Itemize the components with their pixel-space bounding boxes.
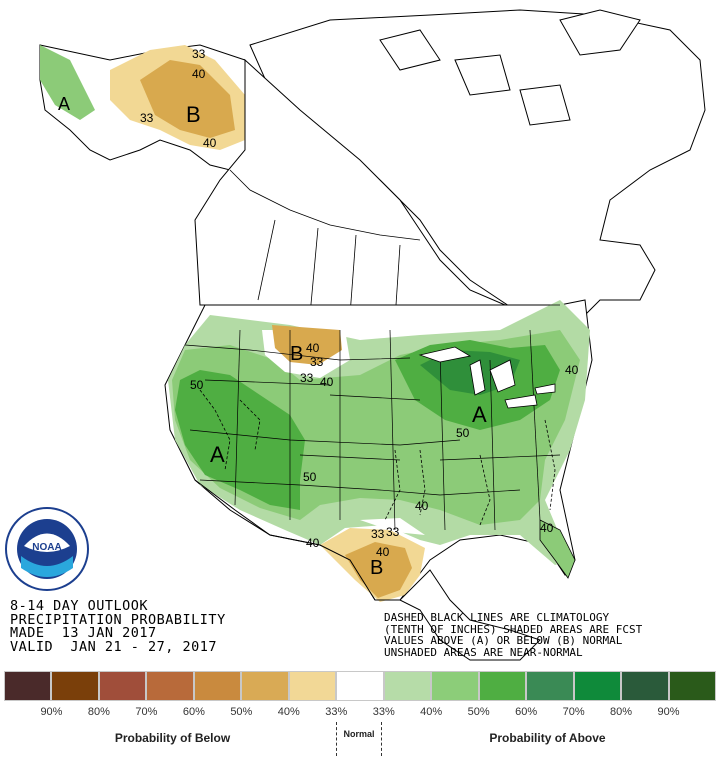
legend-percent: 50%: [230, 706, 253, 718]
legend-percent: 90%: [40, 706, 63, 718]
legend-percent: 80%: [87, 706, 110, 718]
legend-swatches: [4, 671, 717, 703]
legend-swatch: [51, 671, 99, 701]
legend-swatch: [668, 671, 717, 701]
legend-swatch: [4, 671, 52, 701]
label-alaska-40-bottom: 40: [203, 136, 217, 150]
legend-above-label: Probability of Above: [489, 731, 606, 745]
label-montana-33b: 33: [300, 371, 314, 385]
outlook-map: 33 40 B 33 40 A 40 B 33 33 40 50 A 50 A …: [39, 9, 706, 661]
legend-percent: 40%: [277, 706, 300, 718]
note-block: DASHED BLACK LINES ARE CLIMATOLOGY (TENT…: [384, 612, 642, 658]
title-block: 8-14 DAY OUTLOOK PRECIPITATION PROBABILI…: [10, 598, 226, 655]
label-montana-40: 40: [306, 341, 320, 355]
note-line-3: VALUES ABOVE (A) OR BELOW (B) NORMAL: [384, 634, 623, 647]
label-alaska-a: A: [58, 94, 70, 114]
land-outlines: [249, 9, 706, 321]
florida: [539, 519, 576, 579]
label-texas-b: B: [370, 557, 383, 579]
noaa-logo: NOAA: [5, 507, 89, 591]
montana-below-40: [272, 325, 342, 365]
alaska-above-region: [40, 45, 95, 120]
legend-swatch: [336, 671, 384, 701]
label-plains-40: 40: [320, 375, 334, 389]
legend-normal-label: Normal: [343, 729, 375, 739]
legend-percent: 70%: [135, 706, 158, 718]
title-line-3: MADE 13 JAN 2017: [10, 625, 157, 641]
title-line-2: PRECIPITATION PROBABILITY: [10, 611, 226, 628]
texas-white-gap: [360, 518, 425, 535]
label-east-40-ne: 40: [565, 363, 579, 377]
legend-percent: 33%: [372, 706, 395, 718]
note-line-1: DASHED BLACK LINES ARE CLIMATOLOGY: [384, 611, 610, 624]
climatology-lines: [199, 389, 556, 526]
legend-swatch: [621, 671, 669, 701]
legend-swatch: [383, 671, 432, 701]
label-alaska-40-top: 40: [192, 67, 206, 81]
normal-divider-left: [336, 722, 337, 756]
legend-percent: 40%: [420, 706, 443, 718]
alaska-below-region-50: [140, 60, 235, 138]
above-60-west: [175, 370, 305, 510]
legend-swatch: [193, 671, 242, 701]
texas-below-40: [345, 542, 412, 598]
label-texas-33: 33: [371, 527, 385, 541]
legend-percent: 60%: [182, 706, 205, 718]
legend-percent: 50%: [467, 706, 490, 718]
label-west-50: 50: [190, 378, 204, 392]
label-central-50: 50: [303, 470, 317, 484]
label-texas-40: 40: [376, 545, 390, 559]
legend-swatch: [146, 671, 194, 701]
legend-swatch: [431, 671, 479, 701]
title-line-1: 8-14 DAY OUTLOOK: [10, 598, 149, 614]
legend-percent: 33%: [325, 706, 348, 718]
legend-percent: 80%: [610, 706, 633, 718]
legend-swatch: [98, 671, 147, 701]
label-east-50: 50: [456, 426, 470, 440]
note-line-2: (TENTH OF INCHES) SHADED AREAS ARE FCST: [384, 622, 643, 636]
title-line-4: VALID JAN 21 - 27, 2017: [10, 638, 218, 655]
label-east-a: A: [472, 402, 487, 427]
legend-swatch: [526, 671, 574, 701]
legend-swatch: [478, 671, 527, 701]
note-line-4: UNSHADED AREAS ARE NEAR-NORMAL: [384, 645, 583, 659]
label-alaska-33-left: 33: [140, 111, 154, 125]
state-lines: [184, 304, 561, 531]
noaa-logo-text: NOAA: [32, 542, 61, 553]
label-sw-40: 40: [306, 536, 320, 550]
label-texas-33b: 33: [386, 525, 400, 539]
label-montana-b: B: [290, 343, 303, 365]
label-alaska-33-top: 33: [192, 47, 206, 61]
legend-percent: 90%: [657, 706, 680, 718]
legend-percent: 70%: [562, 706, 585, 718]
normal-divider-right: [381, 722, 382, 756]
legend-swatch: [573, 671, 622, 701]
label-gulf-40: 40: [415, 499, 429, 513]
great-lakes: [418, 346, 556, 409]
legend-swatch: [288, 671, 337, 701]
label-east-40-se: 40: [540, 521, 554, 535]
legend-below-label: Probability of Below: [114, 731, 231, 745]
label-montana-33: 33: [310, 355, 324, 369]
legend-percent: 60%: [515, 706, 538, 718]
label-alaska-b: B: [186, 102, 201, 127]
label-west-a: A: [210, 442, 225, 467]
mexico-land: [194, 479, 541, 661]
legend-swatch: [241, 671, 289, 701]
